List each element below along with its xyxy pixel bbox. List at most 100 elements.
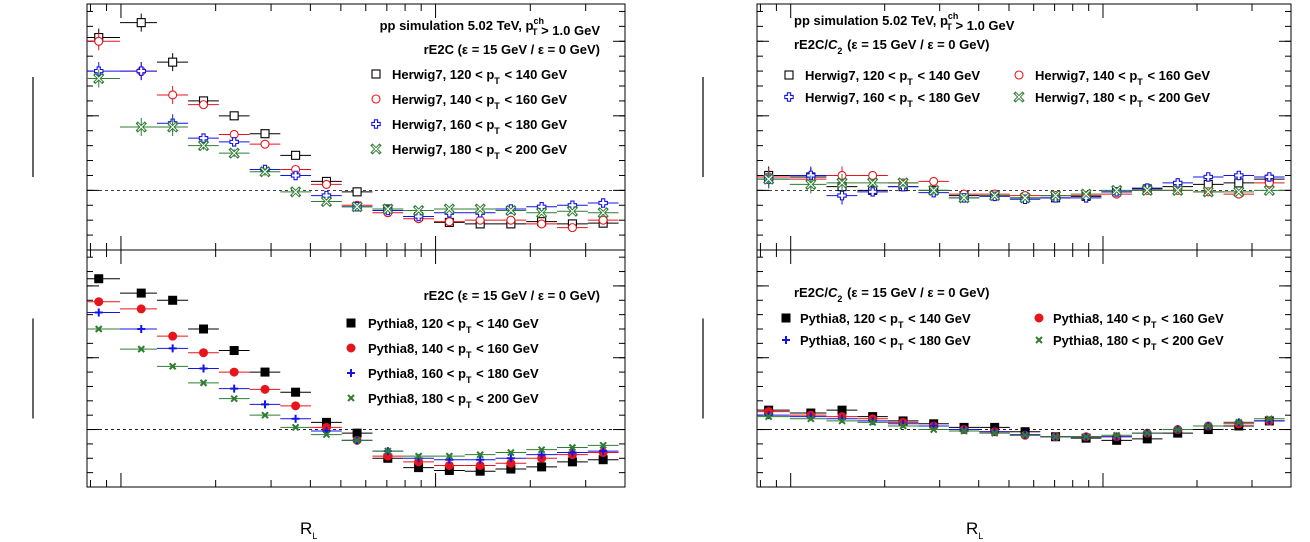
marker-shape xyxy=(347,369,355,377)
data-point xyxy=(536,207,548,219)
legend-header: rE2C/C2 (ε = 15 GeV / ε = 0 GeV) xyxy=(794,285,989,304)
marker-shape xyxy=(764,412,773,421)
data-point xyxy=(136,66,146,76)
data-point xyxy=(805,178,817,191)
data-point xyxy=(1235,418,1243,427)
marker-shape xyxy=(960,193,968,202)
marker-shape xyxy=(838,417,846,425)
data-point xyxy=(197,140,210,152)
x-axis-label: RL xyxy=(966,519,985,541)
data-point xyxy=(897,177,909,189)
marker-shape xyxy=(94,297,104,307)
legend-header: rE2C/C2 (ε = 15 GeV / ε = 0 GeV) xyxy=(794,37,989,56)
data-point xyxy=(1111,184,1123,196)
marker-shape xyxy=(929,186,938,195)
x-axis xyxy=(759,4,1292,250)
marker-shape xyxy=(764,175,773,184)
data-point xyxy=(199,379,208,387)
marker-shape xyxy=(506,454,515,463)
marker-shape xyxy=(230,149,239,157)
data-point xyxy=(537,450,546,459)
data-point xyxy=(1082,433,1090,441)
data-point xyxy=(260,129,270,139)
data-point xyxy=(867,187,878,197)
marker-shape xyxy=(929,176,939,186)
data-point xyxy=(136,18,146,28)
data-point xyxy=(958,192,970,204)
marker-shape xyxy=(1235,418,1243,427)
marker-shape xyxy=(807,415,815,423)
legend-marker xyxy=(370,143,382,155)
legend-marker xyxy=(346,318,356,328)
marker-shape xyxy=(598,198,608,208)
y-axis xyxy=(757,256,1291,488)
marker-shape xyxy=(94,274,104,284)
data-point xyxy=(568,443,577,452)
marker-shape xyxy=(371,69,381,79)
series-0 xyxy=(87,274,619,476)
data-point xyxy=(899,422,907,430)
data-point xyxy=(929,425,938,434)
data-point xyxy=(597,207,609,219)
marker-shape xyxy=(899,179,907,187)
x-axis: RL xyxy=(759,250,1292,541)
data-point xyxy=(1051,433,1060,441)
data-point xyxy=(476,450,484,459)
legend-marker xyxy=(347,394,355,402)
data-point xyxy=(382,203,394,215)
data-point xyxy=(1172,184,1184,196)
data-point xyxy=(505,204,517,217)
data-point xyxy=(289,186,302,198)
data-point xyxy=(598,198,608,208)
marker-shape xyxy=(838,179,846,187)
panel-bottom-right: RL rE2C/C2 (ε = 15 GeV / ε = 0 GeV) Pythi… xyxy=(702,249,1292,541)
legend-label: Herwig7, 120 < pT < 140 GeV xyxy=(805,68,980,87)
data-point xyxy=(476,455,485,464)
data-point xyxy=(136,304,146,314)
marker-shape xyxy=(261,411,269,419)
marker-shape xyxy=(371,119,381,129)
data-point xyxy=(868,418,877,427)
data-point xyxy=(321,179,332,189)
marker-shape xyxy=(867,187,878,197)
marker-shape xyxy=(1173,186,1182,195)
marker-shape xyxy=(137,325,146,333)
data-point xyxy=(198,100,209,110)
data-point xyxy=(94,308,103,317)
data-point xyxy=(94,297,104,307)
marker-shape xyxy=(372,145,380,153)
marker-shape xyxy=(260,367,270,377)
marker-shape xyxy=(445,205,454,213)
legend-marker xyxy=(371,69,381,79)
plot-frame xyxy=(756,249,1292,488)
data-point xyxy=(537,219,547,229)
legend-marker xyxy=(347,369,355,377)
marker-shape xyxy=(168,123,177,131)
marker-shape xyxy=(384,447,392,455)
data-point xyxy=(229,367,239,377)
marker-shape xyxy=(136,288,146,298)
marker-shape xyxy=(567,223,577,233)
data-point xyxy=(168,331,178,341)
data-point xyxy=(229,137,239,147)
data-point xyxy=(566,205,579,217)
data-point xyxy=(838,417,846,425)
data-point xyxy=(537,445,546,454)
data-point xyxy=(168,344,177,353)
marker-shape xyxy=(136,18,146,28)
marker-shape xyxy=(598,215,608,225)
legend-marker xyxy=(784,92,794,102)
marker-shape xyxy=(199,141,208,150)
legend-marker xyxy=(371,94,381,104)
marker-shape xyxy=(95,325,103,333)
x-axis: RL xyxy=(89,250,626,541)
marker-shape xyxy=(136,66,146,76)
marker-shape xyxy=(929,425,938,434)
marker-shape xyxy=(352,187,362,197)
marker-shape xyxy=(383,205,392,213)
data-point xyxy=(1143,429,1151,437)
marker-shape xyxy=(353,436,361,445)
legend-marker xyxy=(371,119,381,129)
data-point xyxy=(1265,415,1274,423)
data-point xyxy=(1233,186,1245,198)
